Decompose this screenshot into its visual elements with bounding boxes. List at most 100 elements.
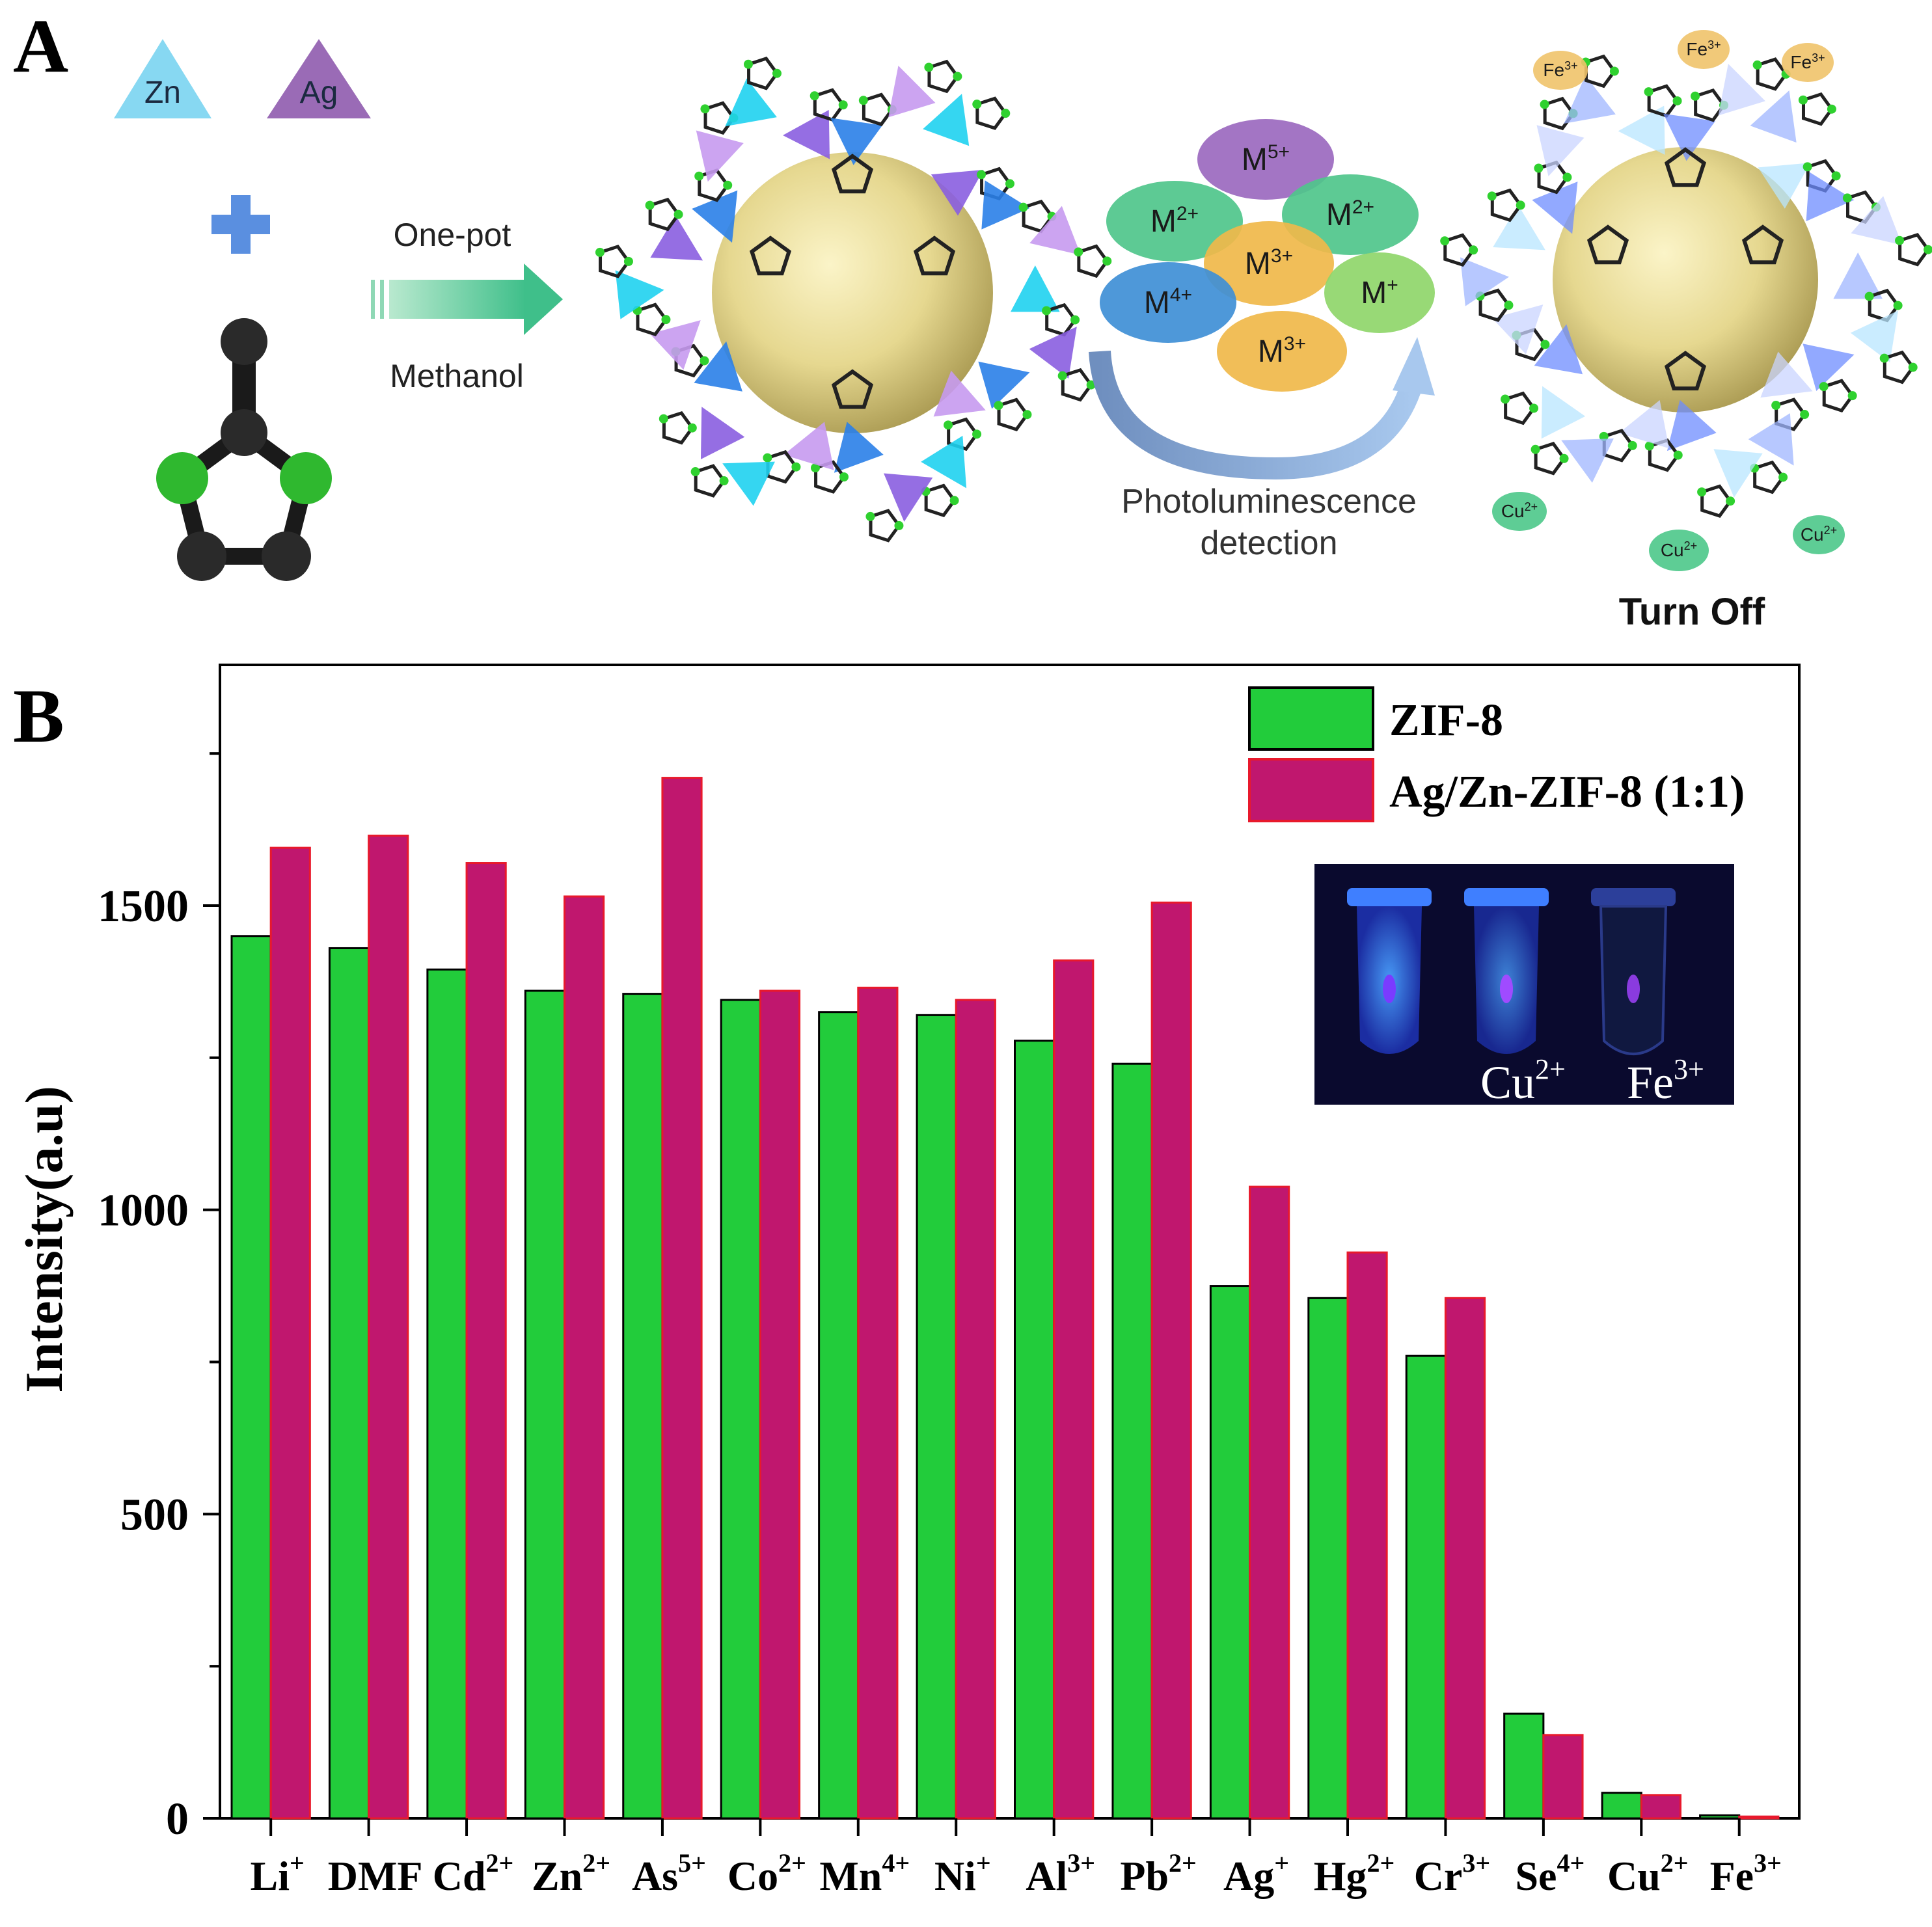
- metal-node-tetrahedron: [725, 78, 777, 127]
- ion-bubble-label: M2+: [1326, 196, 1374, 232]
- x-tick-label: Co2+: [728, 1848, 806, 1899]
- bar-agzn-zif8: [1249, 1185, 1290, 1820]
- nitrogen-atom: [743, 59, 753, 69]
- metal-node-tetrahedron: [1493, 205, 1545, 250]
- metal-node-tetrahedron: [722, 461, 775, 506]
- x-tick-label: Mn4+: [819, 1848, 910, 1899]
- bar-agzn-zif8: [563, 895, 605, 1820]
- detection-line-1: Photoluminescence: [1121, 483, 1417, 520]
- metal-node-tetrahedron: [696, 130, 744, 182]
- nitrogen-atom: [1057, 371, 1067, 381]
- nitrogen-atom: [1074, 247, 1083, 257]
- nitrogen-atom: [1534, 163, 1544, 173]
- panel-a: A Zn Ag: [13, 3, 1932, 633]
- x-tick-label: Cd2+: [433, 1848, 514, 1899]
- nitrogen-atom: [1644, 441, 1654, 451]
- bar-agzn-zif8: [661, 777, 703, 1820]
- x-tick-label: Zn2+: [532, 1848, 610, 1899]
- ion-bubble: [1106, 181, 1243, 262]
- bar-agzn-zif8: [269, 846, 311, 1820]
- nitrogen-atom: [1672, 96, 1682, 106]
- panel-b-letter: B: [13, 673, 64, 759]
- bar-zif8: [328, 947, 370, 1820]
- bar-series: [230, 777, 1780, 1820]
- metal-node-tetrahedron: [1029, 327, 1077, 379]
- metal-node-tetrahedron: [1718, 64, 1765, 116]
- metal-node-tetrahedron: [1618, 400, 1670, 449]
- ion-bubble: [1204, 221, 1334, 306]
- imidazole-ring: [636, 303, 668, 336]
- x-tick-label: Cr3+: [1414, 1848, 1490, 1899]
- nitrogen-atom: [972, 100, 982, 109]
- y-tick-label: 0: [166, 1794, 189, 1844]
- bar-zif8: [818, 1011, 860, 1820]
- quencher-ion-label: Cu2+: [1661, 539, 1697, 560]
- mof-cage-structure: [595, 57, 1112, 543]
- metal-node-tetrahedron: [981, 180, 1030, 230]
- x-tick-label: Al3+: [1026, 1848, 1095, 1899]
- zn-label: Zn: [144, 75, 181, 110]
- nitrogen-atom: [1895, 236, 1905, 245]
- metal-node-tetrahedron: [1803, 344, 1855, 391]
- metal-node-tetrahedron: [1536, 125, 1585, 176]
- imidazole-ligand-icon: [156, 318, 332, 581]
- imidazole-ring: [1753, 460, 1786, 494]
- x-tick-label: Cu2+: [1607, 1848, 1689, 1899]
- nitrogen-atom: [1627, 440, 1637, 450]
- nitrogen-atom: [894, 520, 904, 530]
- nitrogen-atom: [1893, 301, 1903, 310]
- nitrogen-atom: [1827, 104, 1836, 114]
- nitrogen-atom: [858, 96, 868, 105]
- metal-node-tetrahedron: [1564, 75, 1616, 124]
- ion-bubble-label: M4+: [1144, 284, 1192, 320]
- nitrogen-atom: [838, 100, 848, 110]
- imidazole-ring: [1822, 379, 1855, 412]
- metal-node-tetrahedron: [1460, 257, 1509, 306]
- imidazole-ring: [1700, 484, 1733, 518]
- nitrogen-atom: [1005, 179, 1014, 189]
- imidazole-ring: [1586, 224, 1629, 265]
- y-axis-label: Intensity(a.u): [14, 1086, 74, 1393]
- quencher-ion-bubble: [1678, 30, 1730, 69]
- ag-triangle-icon: Ag: [267, 39, 371, 118]
- ion-bubble-label: M2+: [1150, 203, 1199, 239]
- nitrogen-atom: [1644, 87, 1653, 97]
- plot-frame: [219, 664, 1801, 1820]
- metal-node-tetrahedron: [1561, 438, 1614, 483]
- nitrogen-atom: [1440, 236, 1450, 246]
- bar-agzn-zif8: [1150, 901, 1192, 1820]
- bar-agzn-zif8: [759, 990, 801, 1820]
- metal-node-tetrahedron: [933, 370, 986, 417]
- nitrogen-atom: [839, 472, 849, 482]
- nitrogen-atom: [1540, 100, 1549, 109]
- bar-zif8: [1111, 1062, 1153, 1820]
- nitrogen-atom: [1819, 382, 1829, 392]
- bar-zif8: [1503, 1712, 1545, 1820]
- metal-node-tetrahedron: [1667, 399, 1717, 451]
- metal-node-tetrahedron: [834, 422, 884, 473]
- bar-agzn-zif8: [955, 999, 996, 1820]
- metal-node-tetrahedron: [1011, 265, 1060, 312]
- bar-zif8: [622, 993, 664, 1820]
- metal-node-tetrahedron: [1532, 182, 1578, 234]
- imidazole-ring: [869, 509, 901, 543]
- imidazole-ring: [1077, 244, 1109, 278]
- metal-node-tetrahedron: [923, 94, 970, 146]
- inset-label-fe: Fe3+: [1627, 1053, 1704, 1109]
- nitrogen-atom: [1540, 340, 1550, 349]
- x-tick-label: As5+: [632, 1848, 706, 1899]
- nitrogen-atom: [1469, 245, 1478, 255]
- zn-triangle-icon: Zn: [114, 39, 211, 118]
- y-axis: 0 500 1000 1500: [98, 752, 220, 1844]
- imidazole-ring: [1756, 57, 1788, 91]
- quencher-ion-label: Cu2+: [1501, 500, 1538, 521]
- x-tick-label: Ni+: [934, 1848, 991, 1899]
- nitrogen-atom: [661, 315, 671, 325]
- imidazole-ring: [662, 411, 694, 445]
- nitrogen-atom: [865, 511, 875, 521]
- imidazole-ring: [1741, 224, 1784, 265]
- nitrogen-atom: [1879, 353, 1889, 363]
- legend-swatch-zif8: [1248, 686, 1374, 751]
- nitrogen-atom: [953, 72, 962, 81]
